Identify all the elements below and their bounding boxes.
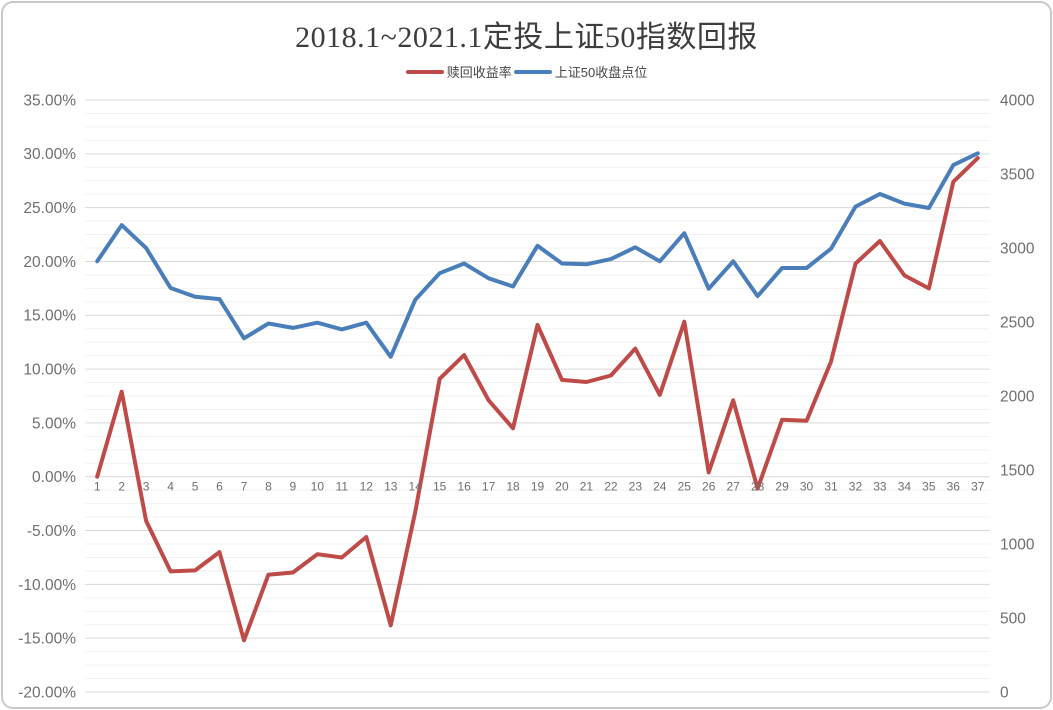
left-axis-tick-label: 10.00% [23,362,76,379]
legend-item-redemption-return: 赎回收益率 [405,62,512,81]
x-axis-tick-label: 11 [336,480,349,494]
chart-legend: 赎回收益率 上证50收盘点位 [0,62,1053,81]
left-axis-tick-label: 5.00% [32,415,76,432]
x-axis-tick-label: 8 [265,480,272,494]
redemption-return-line [95,156,980,643]
left-axis-tick-label: -20.00% [18,684,76,701]
x-axis-tick-label: 9 [290,480,297,494]
left-axis-tick-label: 35.00% [23,92,76,109]
left-axis-tick-label: 20.00% [23,254,76,271]
left-axis-tick-label: 30.00% [23,146,76,163]
major-gridlines [85,99,990,693]
x-axis-tick-label: 17 [482,480,496,494]
redemption-return-line-swatch-icon [405,69,444,74]
x-axis-tick-label: 26 [702,480,716,494]
x-axis-tick-label: 16 [457,480,471,494]
left-axis-tick-label: 15.00% [23,308,76,325]
x-axis-tick-label: 13 [384,480,398,494]
x-axis-tick-label: 29 [775,480,789,494]
x-axis-tick-label: 20 [555,480,569,494]
right-axis-tick-label: 500 [1000,610,1026,627]
x-axis-tick-label: 36 [947,480,961,494]
right-axis-tick-label: 2000 [1000,388,1035,405]
left-axis-tick-label: -5.00% [27,523,76,540]
x-axis-tick-label: 21 [580,480,594,494]
x-axis-tick-label: 12 [360,480,374,494]
x-axis-tick-label: 4 [167,480,174,494]
x-axis-tick-label: 35 [922,480,936,494]
x-axis-tick-label: 27 [726,480,740,494]
right-axis-tick-label: 3000 [1000,240,1035,257]
x-axis-tick-label: 10 [311,480,325,494]
left-axis-tick-label: 25.00% [23,200,76,217]
right-axis-tick-label: 1000 [1000,536,1035,553]
left-axis-tick-label: -15.00% [18,631,76,648]
x-axis-tick-label: 3 [143,480,150,494]
minor-gridlines [85,112,990,680]
x-axis-tick-labels: 1 2 3 4 5 6 7 8 9 10 11 12 13 14 15 16 17 18 19 20 21 22 23 24 2… [94,480,985,494]
x-axis-tick-label: 33 [873,480,887,494]
x-axis-tick-label: 15 [433,480,447,494]
x-axis-tick-label: 34 [898,480,912,494]
x-axis-tick-label: 19 [531,480,545,494]
x-axis-tick-label: 32 [849,480,863,494]
right-axis-tick-label: 4000 [1000,92,1035,109]
left-axis-tick-label: -10.00% [18,577,76,594]
right-axis-tick-label: 3500 [1000,166,1035,183]
x-axis-tick-label: 31 [824,480,838,494]
x-axis-tick-label: 2 [118,480,125,494]
x-axis-tick-label: 28 [751,480,765,494]
x-axis-tick-label: 30 [800,480,814,494]
x-axis-tick-label: 23 [629,480,643,494]
x-axis-tick-label: 7 [241,480,248,494]
x-axis-tick-label: 5 [192,480,199,494]
x-axis-tick-label: 14 [409,480,423,494]
x-axis-tick-label: 1 [94,480,101,494]
legend-label-sse50-close: 上证50收盘点位 [554,65,648,80]
right-axis-tick-label: 1500 [1000,462,1035,479]
legend-item-sse50-close: 上证50收盘点位 [513,62,648,81]
left-axis-tick-labels: 35.00% 30.00% 25.00% 20.00% 15.00% 10.00% 5.00… [18,92,76,701]
x-axis-tick-label: 25 [678,480,692,494]
right-axis-tick-labels: 4000 3500 3000 2500 2000 1500 1000 500 0 [1000,92,1035,701]
sse50-close-line-swatch-icon [513,69,552,74]
sse50-close-line [95,151,980,359]
right-axis-tick-label: 2500 [1000,314,1035,331]
x-axis-tick-label: 18 [506,480,520,494]
x-axis-tick-label: 22 [604,480,618,494]
x-axis-tick-label: 24 [653,480,667,494]
chart-title: 2018.1~2021.1定投上证50指数回报 [295,21,758,54]
left-axis-tick-label: 0.00% [32,469,76,486]
legend-label-redemption-return: 赎回收益率 [446,65,512,80]
right-axis-tick-label: 0 [1000,684,1009,701]
x-axis-tick-label: 6 [216,480,223,494]
x-axis-tick-label: 37 [971,480,985,494]
